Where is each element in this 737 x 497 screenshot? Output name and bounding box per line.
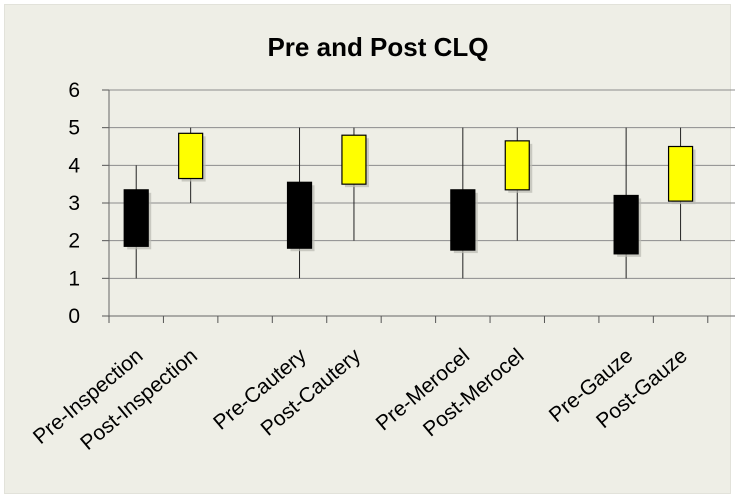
y-tick-label: 5: [68, 117, 80, 140]
box-pre-cautery: [286, 127, 315, 279]
box-body: [667, 145, 694, 202]
box-pre-inspection: [123, 165, 152, 279]
box-post-merocel: [504, 127, 533, 241]
box-post-cautery: [341, 127, 369, 241]
y-tick-label: 6: [68, 79, 80, 102]
box-pre-gauze: [613, 127, 642, 279]
box-body: [450, 189, 476, 251]
box-body: [341, 134, 367, 185]
axes: [108, 90, 735, 323]
box-post-inspection: [178, 127, 206, 203]
y-tick-label: 2: [68, 230, 80, 253]
box-post-gauze: [667, 127, 696, 241]
box-series: [123, 127, 696, 279]
chart-title: Pre and Post CLQ: [267, 32, 488, 62]
box-body: [178, 132, 204, 180]
box-body: [286, 181, 313, 249]
box-body: [123, 189, 149, 247]
box-pre-merocel: [450, 127, 478, 279]
box-body: [504, 140, 530, 191]
y-tick-label: 1: [68, 267, 80, 290]
chart-frame: [4, 4, 731, 494]
y-tick-label: 0: [68, 305, 80, 328]
y-tick-label: 3: [68, 192, 80, 215]
box-body: [613, 194, 639, 255]
y-tick-label: 4: [68, 154, 80, 177]
y-axis-ticks: 0 1 2 3 4 5 6: [68, 79, 109, 328]
